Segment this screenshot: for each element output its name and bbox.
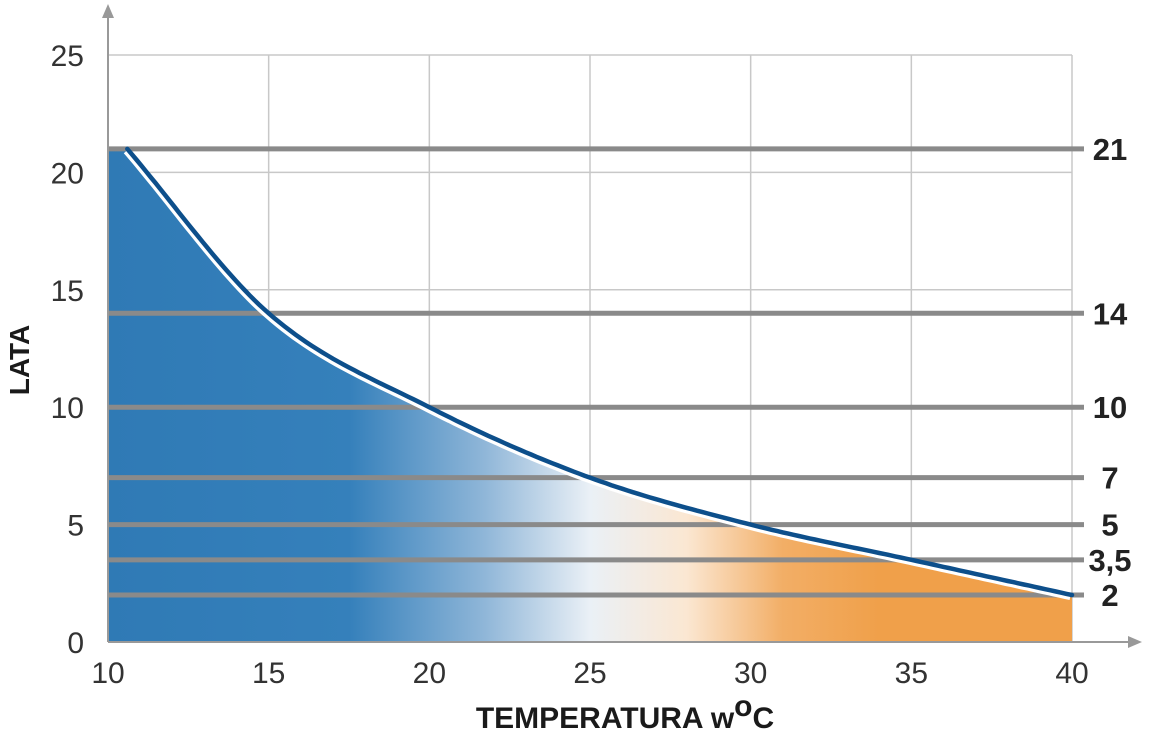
- x-tick-label: 35: [895, 657, 928, 690]
- reference-label: 2: [1101, 578, 1118, 613]
- axes: [102, 4, 1142, 648]
- y-tick-label: 25: [51, 40, 84, 73]
- x-tick-label: 40: [1055, 657, 1088, 690]
- area-fill-layer: [108, 148, 1072, 642]
- y-axis-title: LATA: [4, 325, 35, 396]
- reference-label: 5: [1101, 508, 1118, 543]
- y-axis-arrow: [102, 4, 114, 18]
- area-fill: [108, 148, 1072, 642]
- curve-highlight: [123, 150, 1071, 600]
- x-axis-unit-superscript: o: [734, 690, 752, 723]
- series-line: [125, 146, 1075, 598]
- y-tick-label: 10: [51, 392, 84, 425]
- y-tick-label: 20: [51, 157, 84, 190]
- tick-labels: 10 15 20 25 30 35 40 0 5 10 15 20 25: [51, 40, 1089, 690]
- x-tick-label: 20: [413, 657, 446, 690]
- reference-label: 3,5: [1088, 543, 1131, 578]
- x-axis-arrow: [1128, 636, 1142, 648]
- y-tick-label: 5: [67, 510, 84, 543]
- x-tick-label: 10: [91, 657, 124, 690]
- reference-label: 7: [1101, 461, 1118, 496]
- reference-label: 14: [1093, 296, 1128, 331]
- x-tick-label: 25: [573, 657, 606, 690]
- x-axis-title: TEMPERATURA woC: [476, 690, 774, 735]
- curve-layer: [123, 146, 1075, 600]
- y-tick-label: 0: [67, 627, 84, 660]
- x-axis-unit: C: [752, 702, 774, 735]
- y-tick-label: 15: [51, 275, 84, 308]
- reference-label: 21: [1093, 132, 1127, 167]
- reference-label: 10: [1093, 390, 1127, 425]
- x-tick-label: 30: [734, 657, 767, 690]
- x-tick-label: 15: [252, 657, 285, 690]
